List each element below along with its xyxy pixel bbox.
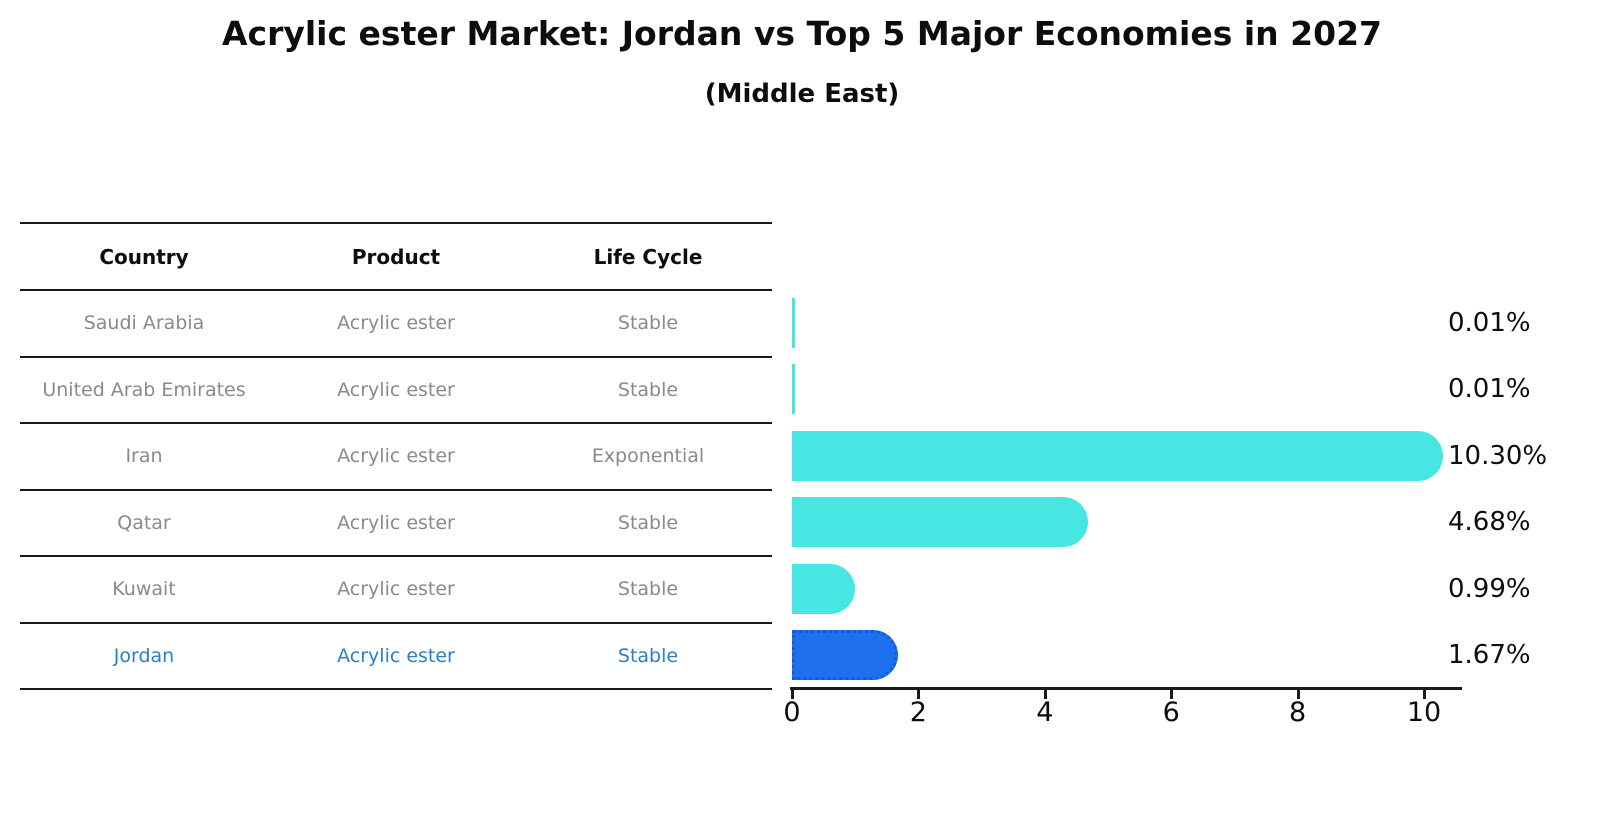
x-axis-tick-label: 8: [1289, 697, 1307, 728]
x-axis-tick-label: 2: [909, 697, 927, 728]
table-row: Kuwait Acrylic ester Stable: [20, 557, 772, 624]
table-row: Qatar Acrylic ester Stable: [20, 491, 772, 557]
column-header-life-cycle: Life Cycle: [593, 244, 703, 269]
x-axis-tick: [1170, 690, 1174, 699]
data-table: Country Product Life Cycle Saudi Arabia …: [20, 222, 772, 690]
cell-product: Acrylic ester: [337, 578, 455, 601]
cell-country: United Arab Emirates: [42, 378, 246, 401]
x-axis-tick-label: 6: [1162, 697, 1180, 728]
value-label: 10.30%: [1448, 440, 1548, 471]
cell-country: Kuwait: [112, 578, 176, 601]
x-axis-tick: [1043, 690, 1047, 699]
x-axis-tick-label: 0: [783, 697, 801, 728]
cell-life-cycle: Exponential: [591, 445, 705, 468]
x-axis-tick: [1423, 690, 1426, 699]
value-label: 0.99%: [1448, 573, 1531, 604]
cell-product: Acrylic ester: [337, 312, 455, 335]
cell-product: Acrylic ester: [337, 445, 455, 468]
bar-qatar: [792, 497, 1088, 547]
cell-life-cycle: Stable: [617, 312, 679, 335]
cell-life-cycle: Stable: [617, 378, 679, 401]
chart-title: Acrylic ester Market: Jordan vs Top 5 Ma…: [221, 14, 1383, 53]
table-row: Iran Acrylic ester Exponential: [20, 424, 772, 491]
chart-subtitle: (Middle East): [704, 79, 900, 109]
table-row-jordan: Jordan Acrylic ester Stable: [20, 624, 772, 690]
column-header-product: Product: [351, 244, 441, 269]
table-row: United Arab Emirates Acrylic ester Stabl…: [20, 358, 772, 424]
cell-life-cycle: Stable: [617, 644, 679, 667]
cell-product: Acrylic ester: [337, 511, 455, 534]
x-axis-tick: [791, 690, 794, 699]
x-axis-line: [790, 687, 1462, 690]
column-header-country: Country: [99, 244, 189, 269]
bar-jordan: [792, 630, 898, 680]
cell-life-cycle: Stable: [617, 578, 679, 601]
bar-iran: [792, 430, 1443, 481]
x-axis-tick-label: 4: [1036, 697, 1054, 728]
cell-country: Saudi Arabia: [83, 312, 205, 335]
bar-united-arab-emirates: [792, 364, 795, 414]
cell-product: Acrylic ester: [337, 644, 455, 667]
value-label: 4.68%: [1448, 507, 1531, 537]
x-axis-tick: [1296, 690, 1300, 699]
cell-country: Iran: [125, 445, 163, 468]
cell-country: Jordan: [113, 644, 175, 667]
x-axis-tick-label: 10: [1406, 697, 1442, 728]
cell-country: Qatar: [117, 511, 171, 534]
cell-life-cycle: Stable: [617, 511, 679, 534]
table-row: Saudi Arabia Acrylic ester Stable: [20, 291, 772, 358]
bar-saudi-arabia: [792, 297, 795, 348]
value-label: 0.01%: [1448, 307, 1531, 338]
bar-kuwait: [792, 563, 855, 614]
value-label: 0.01%: [1448, 374, 1531, 404]
value-label: 1.67%: [1448, 640, 1531, 670]
table-header-row: Country Product Life Cycle: [20, 224, 772, 291]
x-axis-tick: [917, 690, 921, 699]
cell-product: Acrylic ester: [337, 378, 455, 401]
